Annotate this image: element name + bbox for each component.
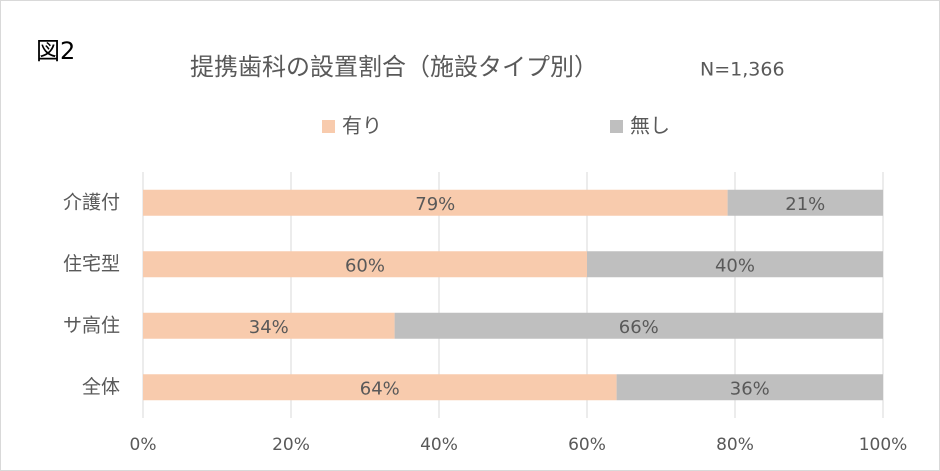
x-tick-label: 20% xyxy=(272,435,310,455)
value-label: 34% xyxy=(249,317,289,338)
bar-segment xyxy=(143,189,728,216)
legend-swatch xyxy=(322,120,335,133)
y-tick-label: 介護付 xyxy=(63,191,120,213)
y-tick-label: 全体 xyxy=(82,376,120,398)
legend-label: 無し xyxy=(630,114,670,138)
figure-label: 図2 xyxy=(36,37,75,65)
x-tick-label: 0% xyxy=(130,435,157,455)
bar-segment xyxy=(143,312,395,339)
x-tick-label: 60% xyxy=(568,435,606,455)
x-tick-label: 100% xyxy=(859,435,908,455)
bar-segment xyxy=(143,374,617,401)
bar-segment xyxy=(727,189,883,216)
x-tick-label: 80% xyxy=(716,435,754,455)
value-label: 40% xyxy=(715,255,755,276)
chart-subtitle: N=1,366 xyxy=(700,59,785,81)
legend-swatch xyxy=(610,120,623,133)
value-label: 66% xyxy=(619,317,659,338)
bar-segment xyxy=(616,374,883,401)
value-label: 21% xyxy=(785,194,825,215)
legend-label: 有り xyxy=(342,114,382,138)
bar-segment xyxy=(394,312,883,339)
chart-title: 提携歯科の設置割合（施設タイプ別） xyxy=(190,53,598,81)
y-tick-label: サ高住 xyxy=(63,314,120,336)
value-label: 79% xyxy=(415,194,455,215)
y-tick-label: 住宅型 xyxy=(63,253,120,275)
value-label: 64% xyxy=(360,378,400,399)
x-tick-label: 40% xyxy=(420,435,458,455)
value-label: 60% xyxy=(345,255,385,276)
bar-segment xyxy=(587,251,883,278)
value-label: 36% xyxy=(730,378,770,399)
bar-segment xyxy=(143,251,587,278)
